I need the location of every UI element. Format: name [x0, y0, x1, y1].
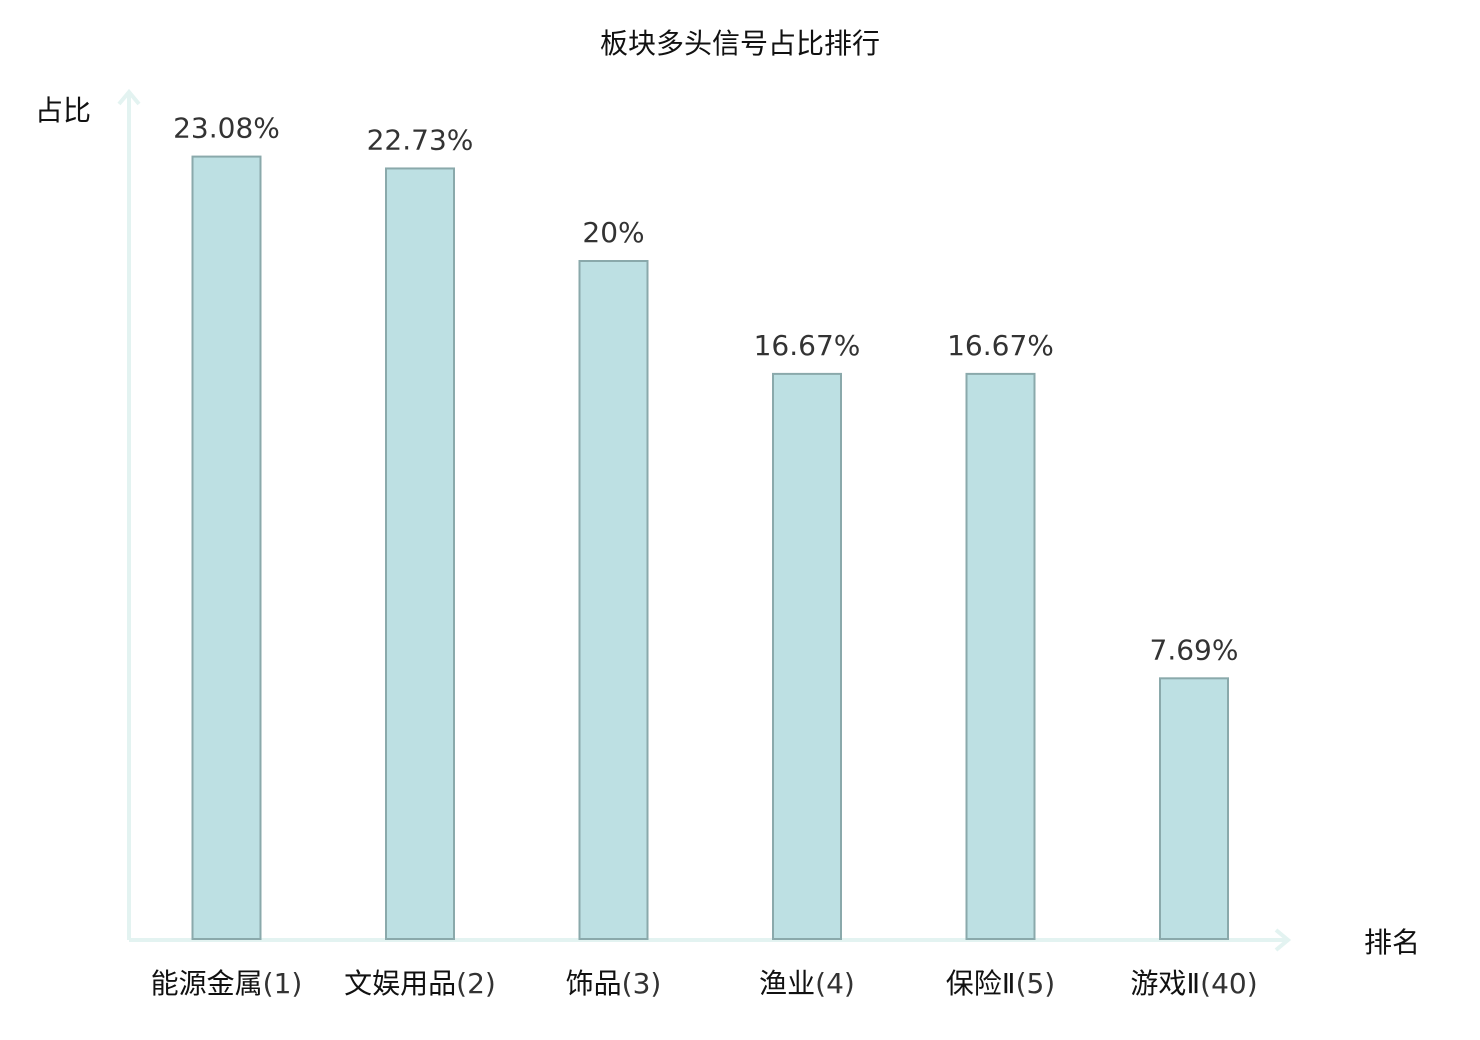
value-label: 23.08%: [173, 112, 280, 145]
value-label: 16.67%: [947, 329, 1054, 362]
value-label: 22.73%: [367, 123, 474, 156]
bars: [191, 155, 1229, 941]
value-label: 16.67%: [754, 329, 861, 362]
axes: [117, 88, 1292, 952]
bar: [772, 372, 842, 940]
category-name: 饰品: [566, 967, 622, 1000]
chart-title: 板块多头信号占比排行: [600, 27, 880, 60]
x-axis-arrow: [1274, 928, 1292, 952]
category-name: 游戏Ⅱ: [1130, 967, 1200, 1000]
category-label: 文娱用品(2): [344, 967, 496, 1000]
category-name: 文娱用品: [344, 967, 456, 1000]
category-rank: (5): [1016, 967, 1056, 1000]
category-name: 保险Ⅱ: [946, 967, 1016, 1000]
category-rank: (1): [263, 967, 303, 1000]
bar: [578, 260, 649, 940]
category-labels: 能源金属(1) 文娱用品(2) 饰品(3) 渔业(4) 保险Ⅱ(5) 游戏Ⅱ(40): [151, 967, 1258, 1000]
category-label: 渔业(4): [759, 967, 855, 1000]
bar: [191, 155, 262, 940]
value-label: 7.69%: [1150, 633, 1239, 666]
x-axis-label: 排名: [1364, 926, 1420, 959]
category-rank: (40): [1200, 967, 1257, 1000]
category-label: 饰品(3): [566, 967, 662, 1000]
category-rank: (2): [456, 967, 496, 1000]
bar: [385, 167, 455, 940]
y-axis-arrow: [117, 88, 141, 106]
category-label: 保险Ⅱ(5): [946, 967, 1055, 1000]
category-label: 能源金属(1): [151, 967, 303, 1000]
category-name: 渔业: [759, 967, 815, 1000]
category-rank: (4): [815, 967, 855, 1000]
category-rank: (3): [622, 967, 662, 1000]
y-axis-label: 占比: [35, 94, 91, 127]
category-name: 能源金属: [151, 967, 263, 1000]
value-labels: 23.08% 22.73% 20% 16.67% 16.67% 7.69%: [173, 112, 1238, 667]
category-label: 游戏Ⅱ(40): [1130, 967, 1257, 1000]
bar: [965, 372, 1036, 940]
bar: [1159, 677, 1229, 941]
value-label: 20%: [582, 216, 644, 249]
